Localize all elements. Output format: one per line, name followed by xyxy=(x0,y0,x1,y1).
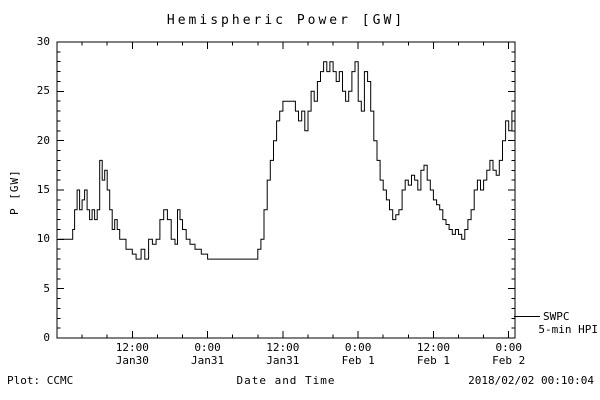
timestamp-label: 2018/02/02 00:10:04 xyxy=(468,374,594,387)
legend-sub-label: 5-min HPI xyxy=(538,323,598,336)
legend: SWPC 5-min HPI xyxy=(514,310,598,336)
chart-title: Hemispheric Power [GW] xyxy=(166,13,406,28)
legend-series-label: SWPC xyxy=(543,310,570,323)
plot-source-label: Plot: CCMC xyxy=(7,374,74,387)
y-axis-label: P [GW] xyxy=(8,169,21,215)
legend-row: SWPC xyxy=(514,310,598,323)
legend-line-sample xyxy=(514,316,540,317)
x-axis-label: Date and Time xyxy=(236,374,336,387)
